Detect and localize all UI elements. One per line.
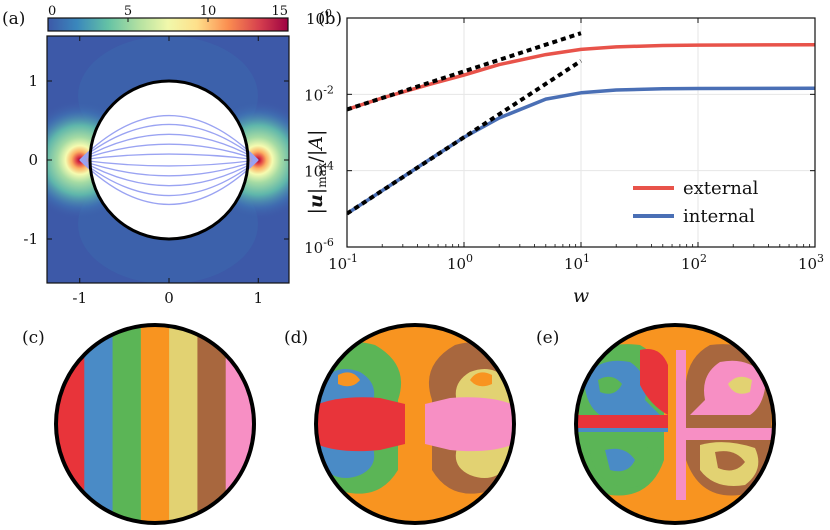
panel-c: (c) [22,323,256,525]
streamline [79,159,259,167]
streamline [79,153,259,161]
band-brown-lower [715,451,745,471]
x-tick-label: 100 [447,252,473,273]
panel-label-a: (a) [2,9,25,29]
x-tick-label: 0 [164,289,174,307]
panel-label-b: (b) [318,9,342,29]
legend-label-external: external [683,178,759,199]
x-tick-label: 101 [564,252,590,273]
panel-d: (d) [284,323,516,525]
stripe [140,325,170,523]
y-tick-label: 0 [28,151,38,169]
band-yellow-swirl [728,376,752,394]
streamline [79,159,259,197]
circle-interior [90,81,248,239]
band-green-swirl [598,376,622,394]
disk-e-boundary [574,323,776,525]
legend: external internal [633,178,759,227]
panel-e: (e) [536,323,776,525]
stripe [197,325,227,523]
panel-label-e: (e) [536,328,559,348]
y-tick-label: 10-6 [304,236,334,257]
band-pink-strip [686,428,774,440]
streamline [79,159,259,206]
y-tick-label: 100 [306,7,332,28]
colorbar-tick-label: 5 [124,4,132,19]
x-tick-label: -1 [72,289,87,307]
stripe [169,325,198,523]
series-line-internal [347,86,815,216]
axis-ticks: 10-1 100 101 102 103 100 10-2 10-4 10-6 [304,7,824,273]
panel-a: (a) 0 5 10 15 -1 0 110-1 [2,4,290,307]
panel-label-c: (c) [22,328,45,348]
x-tick-label: 10-1 [328,252,358,273]
mixed-pattern-e [576,325,774,523]
streamline [79,133,259,161]
band-blue-lower [605,448,635,472]
y-tick-label: -1 [23,230,38,248]
band-orange-swirl [470,372,492,387]
colorbar [47,17,289,32]
disk-d-boundary [314,323,516,525]
asymptote-line [347,59,583,216]
band-pink [690,360,766,415]
y-tick-label: 1 [28,72,38,90]
panel-b: (b) 10-1 100 101 102 103 100 10-2 10-4 10-6 |u|m… [304,7,824,307]
band-pink [425,397,514,452]
disk-c-boundary [54,323,256,525]
streamline [79,143,259,161]
x-tick-label: 102 [681,252,707,273]
panel-a-ticks: -1 0 1 1 0 -1 [23,36,289,307]
colorbar-tick-label: 15 [271,4,288,19]
panel-label-d: (d) [284,328,308,348]
stripe [225,325,254,523]
streamline [79,114,259,161]
circle-boundary [88,79,250,241]
stripe [56,325,85,523]
band-red-strip [576,415,668,428]
colorbar-tick-label: 10 [200,4,217,19]
stripe [84,325,114,523]
band-blue-strip [576,428,668,432]
colorbar-tick-label: 0 [48,4,56,19]
x-tick-label: 1 [253,289,263,307]
heatmap-field [47,36,289,283]
colorbar-ticks: 0 5 10 15 [47,4,289,22]
y-axis-label: |u|max/|A| [305,130,329,215]
band-orange-swirl [338,372,360,387]
streamline [79,123,259,161]
band-red [640,349,668,415]
series-line-external [347,42,815,112]
y-tick-label: 10-2 [304,83,334,104]
x-tick-label: 103 [798,252,824,273]
streamline [79,159,259,187]
streamline [79,159,259,177]
band-red [316,397,405,452]
mixed-pattern-d [316,325,514,523]
legend-label-internal: internal [683,206,755,227]
stripe [112,325,142,523]
band-pink-center [676,350,686,500]
y-tick-label: 10-4 [304,160,334,181]
series-group [347,31,815,216]
streamlines [79,114,259,206]
x-axis-label: w [573,285,589,307]
